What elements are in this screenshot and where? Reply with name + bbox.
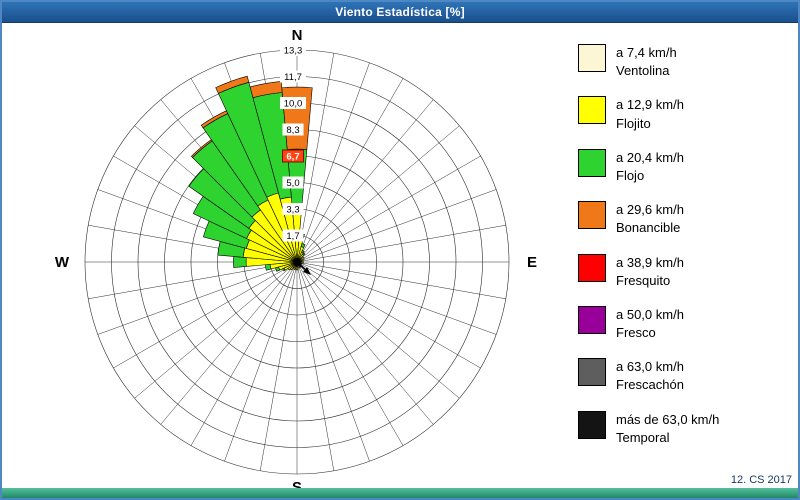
compass-south: S — [292, 479, 302, 492]
legend-item: a 20,4 km/h Flojo — [578, 148, 793, 185]
legend-speed: a 12,9 km/h — [616, 97, 684, 113]
legend-name: Fresco — [616, 325, 656, 341]
radial-axis-labels: 1,7 3,3 5,0 6,7 8,3 10,0 11,7 13,3 — [280, 44, 306, 242]
legend-label: a 20,4 km/h Flojo — [616, 149, 684, 185]
legend-name: Temporal — [616, 429, 670, 445]
legend-color-swatch — [578, 148, 606, 177]
svg-text:5,0: 5,0 — [286, 178, 299, 189]
wind-petals — [188, 75, 313, 272]
legend-item: a 50,0 km/h Fresco — [578, 305, 793, 342]
legend-label: a 63,0 km/h Frescachón — [616, 358, 684, 394]
legend-name: Fresquito — [616, 272, 671, 288]
legend-label: a 29,6 km/h Bonancible — [616, 201, 684, 237]
legend-item: a 38,9 km/h Fresquito — [578, 253, 793, 290]
legend-speed: a 63,0 km/h — [616, 359, 684, 375]
compass-labels: N S W E — [55, 27, 537, 496]
legend-name: Flojito — [616, 115, 651, 131]
svg-text:6,7: 6,7 — [286, 152, 299, 163]
legend-color-swatch — [578, 201, 606, 230]
wind-rose-chart: 1,7 3,3 5,0 6,7 8,3 10,0 11,7 13,3 N S W E — [2, 22, 567, 496]
legend-speed: a 29,6 km/h — [616, 202, 684, 218]
legend-speed: a 7,4 km/h — [616, 45, 677, 60]
legend-name: Bonancible — [616, 220, 681, 236]
legend-color-swatch — [578, 305, 606, 334]
legend-label: a 7,4 km/h Ventolina — [616, 44, 677, 80]
wind-rose-svg: 1,7 3,3 5,0 6,7 8,3 10,0 11,7 13,3 N S W E — [55, 27, 537, 496]
legend-color-swatch — [578, 253, 606, 282]
legend-item: a 29,6 km/h Bonancible — [578, 201, 793, 237]
petal-segment — [233, 256, 247, 268]
legend-name: Frescachón — [616, 377, 684, 393]
legend: a 7,4 km/h Ventolina a 12,9 km/h Flojito a 2… — [578, 44, 793, 447]
legend-item: a 63,0 km/h Frescachón — [578, 358, 793, 394]
svg-text:8,3: 8,3 — [286, 125, 299, 136]
legend-item: a 12,9 km/h Flojito — [578, 96, 793, 132]
legend-label: más de 63,0 km/h Temporal — [616, 411, 719, 447]
compass-west: W — [55, 254, 70, 271]
legend-label: a 50,0 km/h Fresco — [616, 306, 684, 342]
legend-name: Flojo — [616, 167, 645, 183]
petal-segment — [264, 264, 272, 271]
title-bar: Viento Estadística [%] — [2, 2, 798, 23]
footer-note: 12. CS 2017 — [730, 474, 792, 486]
highlighted-tick-box — [282, 149, 304, 163]
svg-text:1,7: 1,7 — [286, 231, 299, 242]
legend-speed: más de 63,0 km/h — [616, 411, 720, 427]
svg-text:11,7: 11,7 — [284, 72, 302, 83]
svg-text:3,3: 3,3 — [286, 205, 299, 216]
legend-color-swatch — [578, 44, 606, 72]
legend-item: más de 63,0 km/h Temporal — [578, 410, 793, 447]
svg-text:13,3: 13,3 — [284, 46, 303, 57]
legend-label: a 12,9 km/h Flojito — [616, 96, 684, 132]
legend-color-swatch — [578, 358, 606, 387]
compass-east: E — [527, 254, 537, 271]
legend-name: Ventolina — [616, 63, 670, 79]
bottom-status-bar — [2, 488, 798, 498]
petal-segment — [302, 252, 306, 256]
window-title: Viento Estadística [%] — [335, 5, 465, 19]
center-marker-icon — [296, 261, 311, 275]
svg-text:10,0: 10,0 — [284, 99, 303, 110]
petal-segment — [300, 243, 306, 248]
legend-speed: a 38,9 km/h — [616, 254, 684, 270]
compass-north: N — [292, 27, 303, 44]
legend-label: a 38,9 km/h Fresquito — [616, 254, 684, 290]
petal-segment — [249, 81, 283, 99]
legend-color-swatch — [578, 410, 606, 439]
legend-item: a 7,4 km/h Ventolina — [578, 44, 793, 80]
petal-segment — [215, 75, 250, 94]
legend-speed: a 50,0 km/h — [616, 306, 684, 322]
legend-speed: a 20,4 km/h — [616, 149, 684, 165]
legend-color-swatch — [578, 96, 606, 125]
